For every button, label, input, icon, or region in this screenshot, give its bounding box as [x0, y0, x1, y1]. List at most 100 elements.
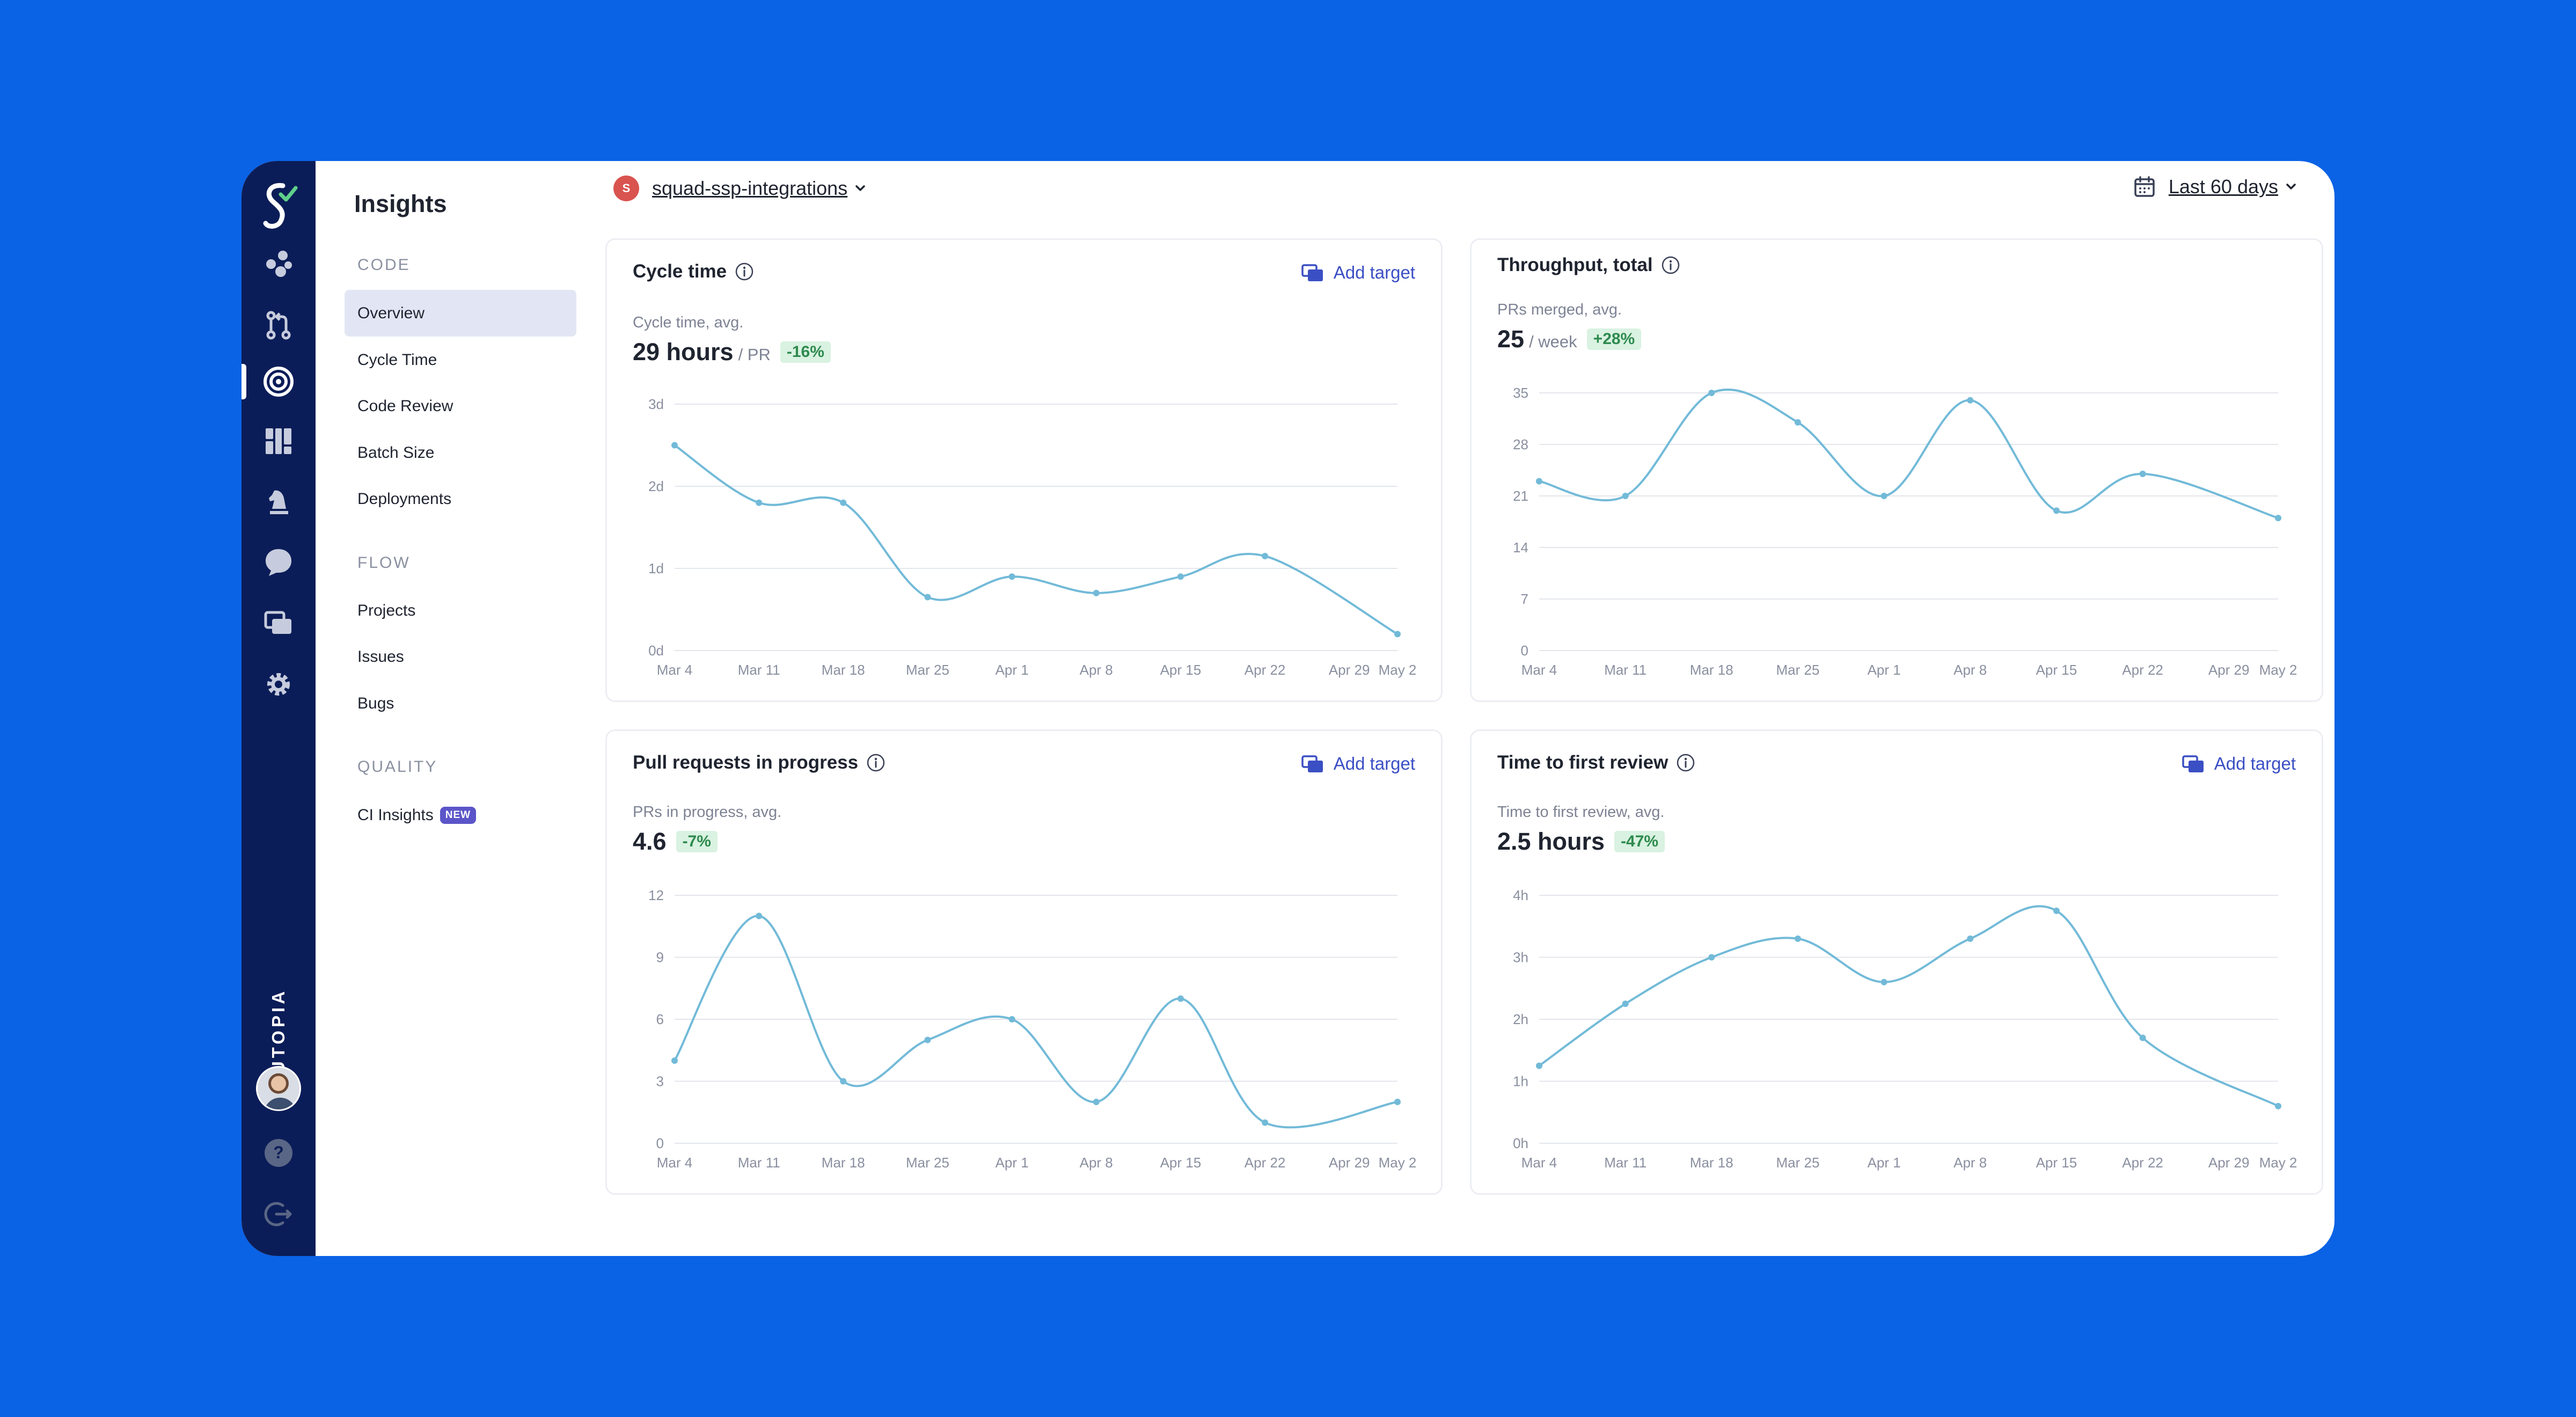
- section-label-quality: QUALITY: [357, 758, 438, 776]
- data-point[interactable]: [924, 594, 931, 601]
- data-point[interactable]: [2053, 907, 2060, 914]
- new-badge: NEW: [440, 806, 477, 824]
- data-point[interactable]: [1536, 478, 1542, 485]
- data-point[interactable]: [671, 442, 678, 449]
- data-point[interactable]: [1093, 1099, 1100, 1105]
- logout-icon[interactable]: [262, 1198, 295, 1230]
- sidebar-item-code-review[interactable]: Code Review: [345, 383, 576, 429]
- data-point[interactable]: [1794, 419, 1801, 426]
- metric-unit: / PR: [738, 345, 771, 364]
- data-point[interactable]: [1967, 935, 1974, 942]
- series-line: [1539, 388, 2279, 520]
- svg-text:?: ?: [273, 1143, 284, 1162]
- data-point[interactable]: [1262, 1119, 1269, 1126]
- data-point[interactable]: [1967, 397, 1974, 404]
- x-tick-label: Mar 18: [822, 662, 865, 678]
- dashboard-icon[interactable]: [262, 425, 295, 457]
- data-point[interactable]: [2275, 1102, 2281, 1109]
- y-tick-label: 35: [1513, 385, 1528, 401]
- info-icon[interactable]: [866, 753, 885, 772]
- settings-gear-icon[interactable]: [262, 668, 295, 700]
- data-point[interactable]: [1794, 935, 1801, 942]
- data-point[interactable]: [1093, 589, 1100, 596]
- data-point[interactable]: [1262, 553, 1269, 560]
- avatar[interactable]: [256, 1066, 301, 1111]
- metric-value: 29 hours: [633, 338, 734, 366]
- data-point[interactable]: [756, 499, 763, 506]
- x-tick-label: Mar 25: [1776, 662, 1819, 678]
- data-point[interactable]: [756, 912, 763, 919]
- sidebar-item-bugs[interactable]: Bugs: [345, 680, 576, 727]
- data-point[interactable]: [1880, 978, 1887, 985]
- data-point[interactable]: [2139, 470, 2146, 477]
- sidebar-item-projects[interactable]: Projects: [345, 587, 576, 634]
- sidebar-item-cycle-time[interactable]: Cycle Time: [345, 337, 576, 383]
- sidebar-item-label: Code Review: [357, 397, 453, 415]
- pull-request-icon[interactable]: [262, 309, 295, 341]
- data-point[interactable]: [2275, 515, 2281, 522]
- x-tick-label: Mar 11: [1604, 662, 1646, 678]
- data-point[interactable]: [1177, 995, 1184, 1002]
- data-point[interactable]: [840, 1078, 847, 1085]
- y-tick-label: 1h: [1513, 1073, 1528, 1090]
- data-point[interactable]: [1394, 631, 1401, 638]
- add-target-button[interactable]: Add target: [2182, 754, 2296, 774]
- add-target-icon[interactable]: [262, 607, 295, 639]
- y-tick-label: 4h: [1513, 887, 1528, 903]
- data-point[interactable]: [1708, 954, 1715, 961]
- data-point[interactable]: [924, 1036, 931, 1043]
- y-tick-label: 1d: [648, 560, 664, 576]
- sidebar-item-overview[interactable]: Overview: [345, 290, 576, 337]
- x-tick-label: Apr 29: [1329, 662, 1370, 678]
- rail-active-indicator: [241, 364, 246, 399]
- metric-value: 25: [1497, 325, 1525, 353]
- x-tick-label: Mar 25: [906, 662, 949, 678]
- info-icon[interactable]: [1676, 753, 1695, 772]
- data-point[interactable]: [2053, 507, 2060, 514]
- info-icon[interactable]: [1661, 255, 1680, 275]
- metric-value: 4.6: [633, 828, 667, 855]
- sidebar-item-label: Projects: [357, 601, 416, 619]
- y-tick-label: 0: [656, 1135, 664, 1151]
- data-point[interactable]: [1177, 573, 1184, 580]
- date-range-selector[interactable]: Last 60 days: [2133, 176, 2297, 198]
- help-icon[interactable]: ?: [262, 1137, 295, 1169]
- data-point[interactable]: [1008, 1016, 1015, 1022]
- data-point[interactable]: [840, 499, 847, 506]
- data-point[interactable]: [1622, 1000, 1629, 1007]
- series-line: [674, 915, 1398, 1129]
- sidebar-item-batch-size[interactable]: Batch Size: [345, 429, 576, 476]
- sidebar-item-deployments[interactable]: Deployments: [345, 476, 576, 522]
- chess-knight-icon[interactable]: [262, 486, 295, 518]
- sidebar-item-label: Overview: [357, 304, 425, 322]
- add-target-icon: [2182, 755, 2204, 772]
- data-point[interactable]: [671, 1057, 678, 1064]
- insights-target-icon[interactable]: [262, 366, 295, 398]
- data-point[interactable]: [1622, 493, 1629, 499]
- data-point[interactable]: [2139, 1034, 2146, 1041]
- info-icon[interactable]: [735, 262, 754, 281]
- x-tick-label: May 2: [2259, 1155, 2297, 1171]
- data-point[interactable]: [1708, 390, 1715, 396]
- add-target-button[interactable]: Add target: [1301, 262, 1415, 283]
- chat-bubble-icon[interactable]: [262, 546, 295, 578]
- calendar-icon: [2134, 176, 2155, 197]
- data-point[interactable]: [1880, 493, 1887, 499]
- x-tick-label: Mar 18: [1690, 1155, 1733, 1171]
- x-tick-label: May 2: [1379, 1155, 1417, 1171]
- metric: 25 / week +28%: [1497, 325, 1642, 353]
- add-target-label: Add target: [1333, 262, 1415, 282]
- shapes-icon[interactable]: [262, 248, 295, 280]
- metric-delta-badge: -47%: [1614, 831, 1665, 852]
- add-target-button[interactable]: Add target: [1301, 754, 1415, 774]
- team-selector[interactable]: S squad-ssp-integrations: [613, 176, 867, 201]
- sidebar-item-ci-insights[interactable]: CI Insights NEW: [345, 792, 576, 838]
- metric: 2.5 hours -47%: [1497, 828, 1665, 856]
- sidebar-item-issues[interactable]: Issues: [345, 633, 576, 680]
- x-tick-label: Apr 8: [1953, 662, 1987, 678]
- skutopia-logo-icon[interactable]: [259, 180, 298, 232]
- x-tick-label: Apr 1: [1868, 1155, 1901, 1171]
- data-point[interactable]: [1394, 1099, 1401, 1105]
- data-point[interactable]: [1008, 573, 1015, 580]
- data-point[interactable]: [1536, 1062, 1542, 1069]
